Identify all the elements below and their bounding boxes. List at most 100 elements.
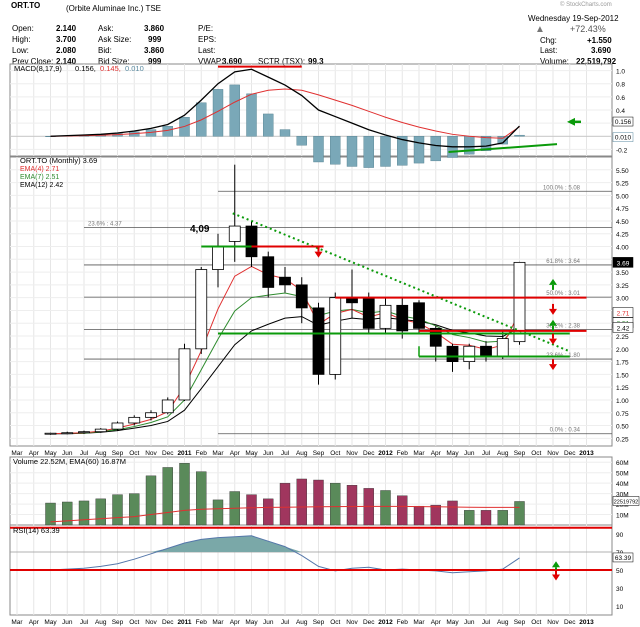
up-arrow [549, 278, 557, 285]
macd-legend-hist: 0.010 [125, 64, 144, 73]
macd-legend-macd: 0.156, [75, 64, 96, 73]
candle-body [61, 432, 74, 435]
month-tick-label: May [245, 450, 258, 457]
macd-tick-label: 0.6 [616, 95, 625, 102]
ema12-legend: EMA(12) 2.42 [20, 182, 63, 189]
chg-label: Chg: [540, 36, 557, 45]
volume-tick-label: 60M [616, 460, 629, 467]
volume-bar [212, 499, 224, 526]
pe-label: P/E: [198, 24, 214, 33]
ema7-legend: EMA(7) 2.51 [20, 174, 59, 181]
month-tick-label: Dec [162, 450, 174, 457]
month-tick-label: May [44, 619, 57, 626]
volume-ema-line [50, 505, 520, 523]
price-layer: 100.0% : 5.08 23.6% : 4.37 61.8% : 3.64 50.… [44, 164, 612, 435]
rsi-tick-label: 90 [616, 532, 624, 539]
symbol-title: ORT.TO [11, 1, 41, 10]
candle-body [44, 432, 57, 435]
macd-line [50, 68, 520, 148]
candle-body [161, 399, 174, 414]
last-price-badge-text: 3.69 [617, 260, 630, 267]
volume-bar [62, 501, 73, 526]
volume-bar [380, 490, 391, 526]
candle-body [362, 297, 375, 329]
volume-bar [162, 467, 173, 526]
prevclose-value: 2.140 [56, 57, 77, 66]
month-tick-label: Aug [296, 619, 308, 626]
month-tick-label: Jun [263, 619, 274, 626]
macd-arrow [567, 117, 575, 126]
month-tick-label: Aug [95, 450, 107, 457]
price-tick-label: 5.25 [616, 181, 629, 188]
bid-value: 3.860 [144, 46, 165, 55]
month-tick-label: Apr [230, 450, 241, 457]
month-tick-label: May [446, 450, 459, 457]
candle-body [178, 348, 191, 401]
macd-tick-label: -0.2 [616, 147, 628, 154]
month-tick-label: Dec [564, 619, 576, 626]
macd-hist-bar [397, 136, 408, 166]
volume-label: Volume: [540, 57, 569, 66]
price-tick-label: 5.50 [616, 168, 629, 175]
month-tick-label: Jun [464, 619, 475, 626]
macd-hist-bar [380, 136, 391, 167]
down-arrow [549, 364, 557, 371]
macd-hist-bar [246, 93, 257, 137]
month-tick-label: Jun [263, 450, 274, 457]
rsi-badge [612, 552, 634, 563]
fib-label: 61.8% : 3.64 [546, 259, 580, 265]
volume-bar [397, 495, 408, 526]
month-tick-label: Oct [330, 450, 340, 457]
month-tick-label: Dec [564, 450, 576, 457]
prevclose-label: Prev Close: [12, 57, 54, 66]
candle-body [94, 428, 107, 433]
month-tick-label: Jul [482, 619, 491, 626]
candle-body [379, 304, 392, 329]
volume-bar [346, 485, 358, 526]
price-tick-label: 2.25 [616, 334, 629, 341]
price-tick-label: 0.50 [616, 424, 629, 431]
month-tick-label: Apr [431, 619, 442, 626]
price-tick-label: 1.50 [616, 372, 629, 379]
down-arrow [549, 308, 557, 315]
month-tick-label: Sep [112, 619, 124, 626]
price-tick-label: 3.25 [616, 283, 629, 290]
candle-body [195, 269, 208, 350]
month-tick-label: Mar [11, 619, 23, 626]
volume-tick-label: 50M [616, 471, 629, 478]
volume-bar [480, 510, 492, 526]
macd-hist-bar [497, 136, 508, 145]
month-tick-label: Jul [281, 450, 290, 457]
ema12-line [50, 316, 520, 435]
month-tick-label: Nov [547, 619, 559, 626]
month-tick-label: 2012 [378, 450, 393, 457]
pct-change: +72.43% [570, 24, 606, 34]
vwap-label: VWAP: [198, 57, 224, 66]
macd-hist-bar [212, 89, 224, 137]
last-label-mid: Last: [198, 46, 216, 55]
month-tick-label: Nov [145, 619, 157, 626]
vwap-value: 3.690 [222, 57, 243, 66]
asksize-label: Ask Size: [98, 35, 132, 44]
macd-layer [10, 68, 612, 168]
month-tick-label: Sep [514, 450, 526, 457]
macd-badge [612, 116, 634, 127]
month-tick-label: 2011 [177, 450, 191, 457]
month-tick-label: Feb [397, 619, 409, 626]
month-tick-label: Sep [514, 619, 526, 626]
month-tick-label: Oct [531, 450, 541, 457]
low-value: 2.080 [56, 46, 77, 55]
macd-hist-bar [229, 84, 240, 137]
month-tick-label: Sep [313, 450, 325, 457]
high-value: 3.700 [56, 35, 77, 44]
candle-body [295, 284, 308, 309]
volume-badge [612, 496, 640, 506]
month-tick-label: Mar [212, 450, 224, 457]
macd-hist-badge [612, 132, 634, 142]
volume-layer [45, 463, 525, 526]
month-tick-label: Nov [145, 450, 157, 457]
price-tick-label: 0.75 [616, 411, 629, 418]
price-tick-label: 3.00 [616, 296, 629, 303]
ask-value: 3.860 [144, 24, 165, 33]
